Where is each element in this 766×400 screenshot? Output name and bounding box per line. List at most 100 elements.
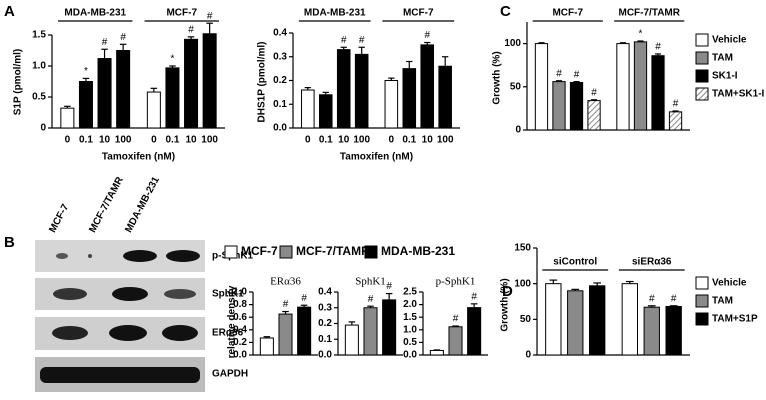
legend-swatch [695, 33, 709, 47]
band [112, 287, 148, 301]
bar [297, 306, 312, 356]
bar [616, 43, 630, 131]
lane-label: MCF-7 [47, 202, 71, 235]
y-tick-label: 1.0 [32, 61, 46, 72]
significance-marker: # [341, 35, 347, 46]
y-tick-label: 100 [504, 38, 521, 49]
significance-marker: # [359, 35, 365, 46]
significance-marker: # [655, 42, 661, 53]
band [164, 289, 196, 299]
bar [438, 65, 452, 129]
significance-marker: * [639, 29, 643, 40]
significance-marker: # [283, 299, 289, 310]
y-axis-label: Growth (%) [500, 278, 511, 331]
band [52, 326, 88, 340]
bar [668, 111, 683, 131]
y-axis-label: Growth (%) [492, 51, 503, 104]
x-axis-label: Tamoxifen (nM) [340, 152, 413, 163]
y-tick-label: 0.5 [32, 92, 46, 103]
significance-marker: # [368, 294, 374, 305]
bar [363, 307, 378, 356]
protein-label: SphK1 [212, 289, 244, 300]
bar [643, 306, 660, 356]
x-tick-label: 100 [115, 135, 132, 146]
y-tick-label: 1.5 [32, 30, 46, 41]
bar [97, 58, 112, 129]
bar [467, 307, 482, 356]
bar [589, 285, 606, 356]
significance-marker: # [556, 68, 562, 79]
group-label: siControl [553, 257, 597, 268]
y-tick-label: 50 [510, 81, 522, 92]
significance-marker: # [453, 314, 459, 325]
y-tick-label: 0.2 [273, 75, 287, 86]
bar [184, 38, 199, 129]
y-tick-label: 1.5 [403, 312, 417, 323]
legend-swatch [279, 245, 293, 259]
bar [301, 89, 315, 129]
group-label: MCF-7 [166, 8, 197, 19]
y-axis-label: DHS1P (pmol/ml) [257, 42, 268, 123]
y-tick-label: 2.5 [403, 287, 417, 298]
significance-marker: # [673, 99, 679, 110]
legend-label: TAM [712, 296, 733, 307]
band [166, 250, 200, 262]
significance-marker: # [120, 32, 126, 43]
x-tick-label: 0 [389, 135, 395, 146]
x-tick-label: 0.1 [79, 135, 93, 146]
lane-label: MCF-7/TAMR [87, 175, 126, 235]
y-tick-label: 0.2 [233, 337, 247, 348]
panel-label: B [4, 234, 15, 251]
y-tick-label: 1.0 [403, 324, 417, 335]
lane-label: MDA-MB-231 [123, 175, 162, 235]
bar [60, 107, 75, 129]
bar [420, 44, 435, 129]
bar [567, 290, 584, 356]
bar [587, 100, 601, 131]
significance-marker: # [207, 11, 213, 22]
legend-label: TAM [712, 53, 733, 64]
bar [336, 49, 351, 129]
y-tick-label: 0.0 [273, 123, 287, 134]
legend-label: TAM+SK1-I [712, 89, 765, 100]
bar [621, 283, 638, 356]
panel-label: A [4, 3, 15, 20]
bar [354, 53, 369, 129]
bar [448, 326, 463, 356]
bar [665, 305, 682, 356]
y-tick-label: 0.1 [318, 334, 332, 345]
bar [259, 337, 274, 356]
y-tick-label: 0.0 [403, 350, 417, 361]
y-tick-label: 0.3 [318, 302, 332, 313]
x-tick-label: 0 [151, 135, 157, 146]
group-label: siERα36 [632, 257, 672, 268]
y-tick-label: 0 [40, 123, 46, 134]
y-tick-label: 100 [514, 278, 531, 289]
bar [382, 299, 397, 356]
x-tick-label: 10 [422, 135, 434, 146]
y-tick-label: 1.0 [233, 287, 247, 298]
x-tick-label: 0.1 [402, 135, 416, 146]
legend-label: TAM+S1P [712, 314, 758, 325]
subplot-title: SphK1 [355, 276, 386, 288]
bar [552, 81, 566, 131]
significance-marker: # [424, 30, 430, 41]
significance-marker: # [102, 37, 108, 48]
significance-marker: # [574, 69, 580, 80]
legend-label: MCF-7 [241, 244, 278, 258]
legend-swatch [695, 276, 709, 290]
y-tick-label: 0.3 [273, 51, 287, 62]
bar [278, 313, 293, 356]
y-tick-label: 0 [525, 350, 531, 361]
x-tick-label: 100 [353, 135, 370, 146]
band [40, 367, 200, 383]
group-label: MCF-7 [403, 8, 434, 19]
band [162, 325, 198, 341]
bar [165, 67, 180, 129]
y-tick-label: 0 [515, 125, 521, 136]
bar [534, 43, 549, 131]
x-tick-label: 0.1 [319, 135, 333, 146]
y-tick-label: 0.0 [233, 350, 247, 361]
significance-marker: # [386, 281, 392, 292]
significance-marker: # [471, 291, 477, 302]
